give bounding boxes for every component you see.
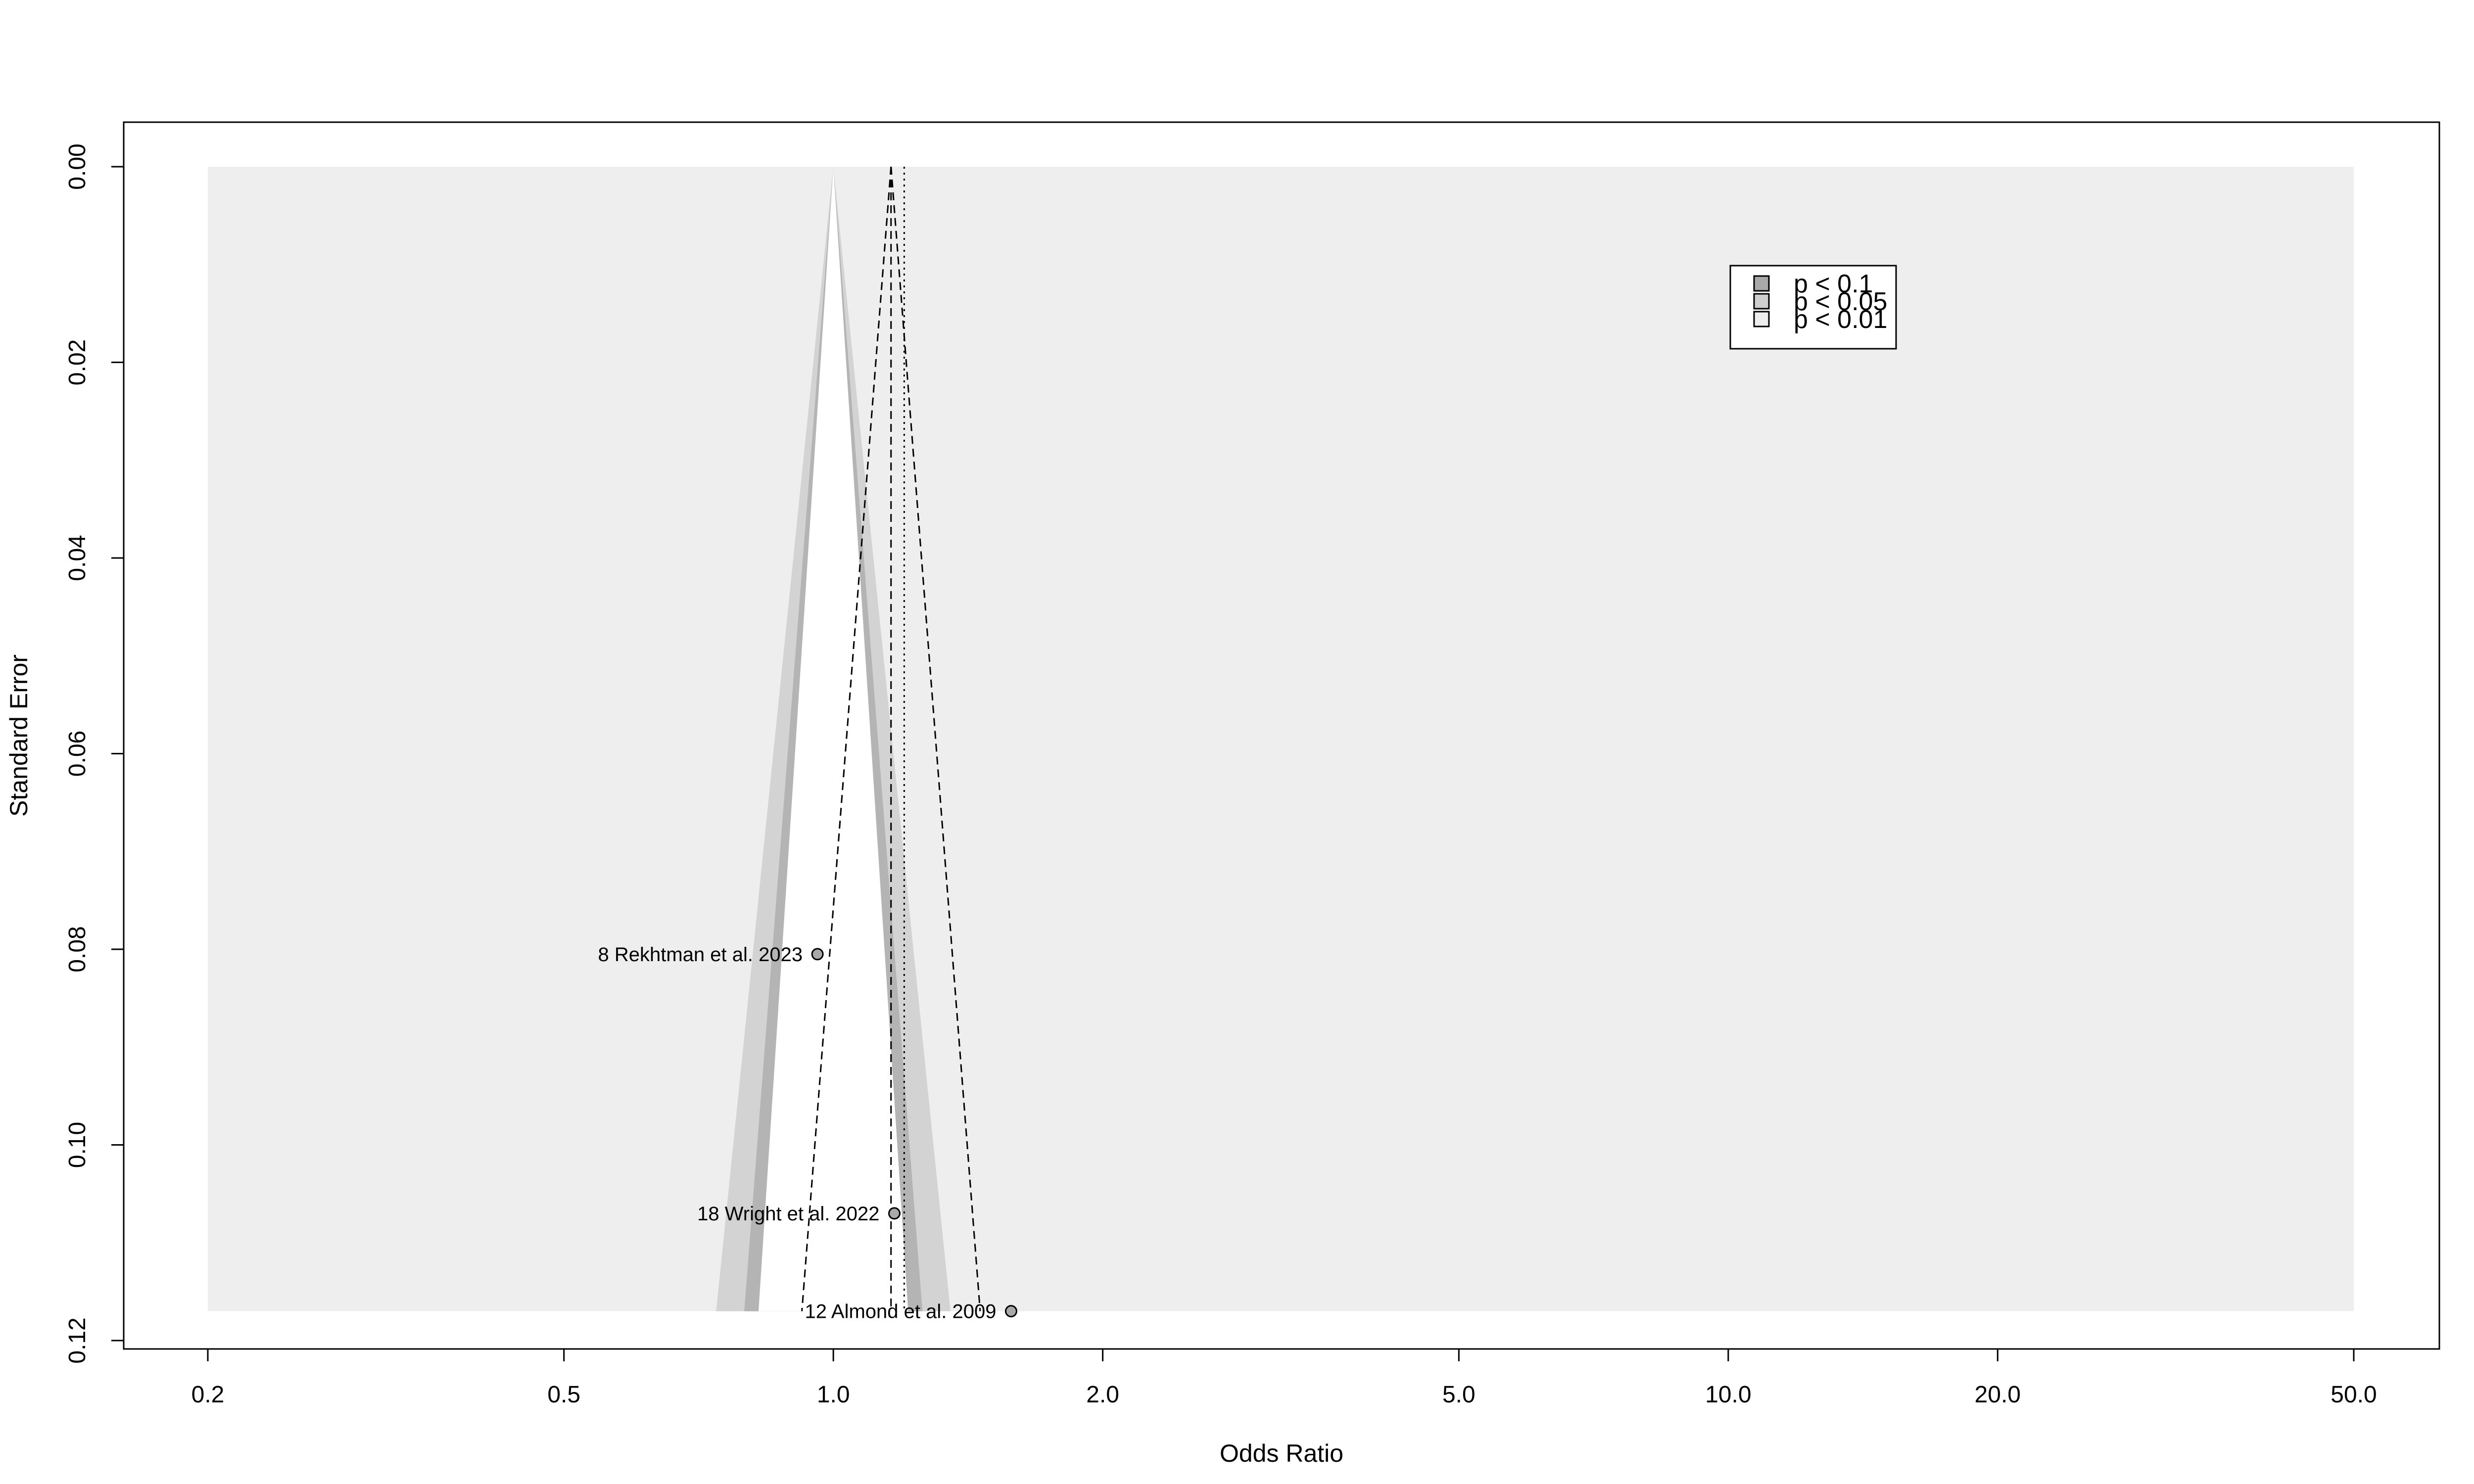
legend-label: p < 0.01 [1794, 305, 1887, 334]
study-label: 8 Rekhtman et al. 2023 [598, 944, 803, 966]
study-point [811, 948, 824, 961]
x-tick-label: 50.0 [2331, 1382, 2377, 1408]
x-tick-label: 1.0 [817, 1382, 850, 1408]
x-axis-title: Odds Ratio [1220, 1439, 1343, 1467]
y-axis: 0.00 0.02 0.04 0.06 0.08 0.10 0.12 [64, 143, 125, 1364]
y-axis-title: Standard Error [5, 654, 33, 817]
significance-contours [208, 167, 2354, 1311]
y-tick-label: 0.12 [64, 1317, 91, 1363]
x-tick-label: 5.0 [1442, 1382, 1475, 1408]
y-tick-label: 0.06 [64, 731, 91, 777]
x-tick-label: 0.5 [547, 1382, 580, 1408]
region-p-001 [208, 167, 2354, 1311]
y-tick-label: 0.04 [64, 535, 91, 581]
y-tick-label: 0.02 [64, 339, 91, 385]
legend-label: p < 0.05 [1794, 287, 1887, 316]
funnel-right-limit [890, 166, 981, 1311]
funnel-left-limit [801, 166, 892, 1311]
legend-swatch [1753, 275, 1770, 292]
legend: p < 0.1p < 0.05p < 0.01 [1729, 265, 1897, 350]
study-label: 12 Almond et al. 2009 [805, 1301, 997, 1323]
x-tick-label: 2.0 [1086, 1382, 1119, 1408]
x-tick-label: 0.2 [191, 1382, 225, 1408]
reference-lines [801, 166, 981, 1311]
study-point [888, 1207, 901, 1220]
y-tick-label: 0.00 [64, 143, 91, 189]
y-tick-label: 0.08 [64, 926, 91, 972]
x-axis: 0.2 0.5 1.0 2.0 5.0 10.0 20.0 50.0 [191, 1348, 2377, 1408]
legend-label: p < 0.1 [1794, 270, 1873, 298]
study-label: 18 Wright et al. 2022 [697, 1203, 879, 1225]
study-point [1004, 1305, 1017, 1318]
legend-swatch [1753, 311, 1770, 327]
region-not-significant [759, 167, 908, 1311]
x-tick-label: 20.0 [1975, 1382, 2021, 1408]
y-tick-label: 0.10 [64, 1122, 91, 1168]
study-points: 8 Rekhtman et al. 2023 18 Wright et al. 2… [598, 944, 1017, 1323]
x-tick-label: 10.0 [1705, 1382, 1751, 1408]
legend-swatch [1753, 293, 1770, 310]
